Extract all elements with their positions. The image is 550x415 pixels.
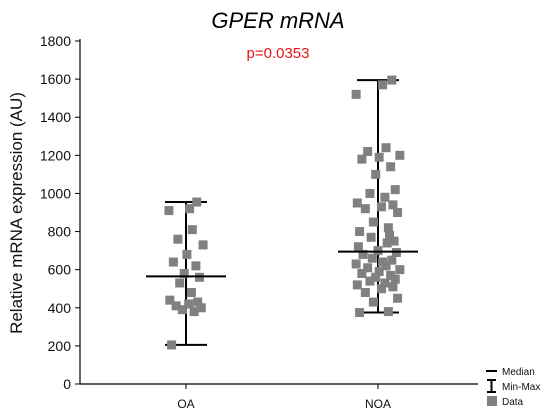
data-point — [390, 274, 400, 284]
y-tick-label: 600 — [48, 262, 72, 278]
data-point — [374, 152, 384, 162]
data-point — [165, 295, 175, 305]
y-tick-label: 800 — [48, 224, 72, 240]
data-point — [382, 238, 392, 248]
data-point — [355, 227, 365, 237]
data-point — [388, 200, 398, 210]
data-point — [380, 192, 390, 202]
chart-title: GPER mRNA — [211, 8, 344, 33]
data-point — [184, 299, 194, 309]
y-tick-label: 1800 — [40, 33, 71, 49]
data-point — [352, 280, 362, 290]
data-point — [177, 305, 187, 315]
data-point — [386, 162, 396, 172]
data-point — [365, 188, 375, 198]
data-point — [360, 288, 370, 298]
data-point — [387, 75, 397, 85]
data-point — [385, 230, 394, 240]
data-point — [171, 301, 181, 311]
data-point — [383, 307, 393, 317]
data-point — [164, 206, 174, 216]
data-point — [192, 197, 202, 207]
data-point — [175, 278, 185, 288]
y-tick-label: 1000 — [40, 185, 71, 201]
data-point — [365, 276, 375, 286]
data-point — [360, 204, 370, 214]
data-point — [352, 198, 362, 208]
data-point — [387, 255, 397, 265]
data-point — [179, 268, 189, 278]
data-point — [186, 288, 196, 298]
data-point — [358, 249, 368, 259]
data-point — [367, 253, 377, 263]
data-point — [380, 278, 390, 288]
data-point — [368, 217, 378, 227]
data-point — [167, 340, 177, 350]
data-point — [363, 147, 373, 157]
legend-label: Min-Max — [502, 382, 540, 393]
data-point — [173, 234, 183, 244]
data-point — [374, 267, 384, 277]
data-point — [351, 89, 361, 99]
x-tick-label: NOA — [365, 397, 391, 411]
y-tick-label: 1600 — [40, 71, 71, 87]
data-point — [393, 208, 403, 217]
data-point — [395, 265, 405, 275]
y-tick-label: 0 — [63, 376, 71, 392]
data-point — [187, 225, 197, 235]
data-point — [191, 261, 201, 271]
data-point — [357, 154, 367, 164]
y-tick-label: 1200 — [40, 147, 71, 163]
data-point — [381, 143, 391, 153]
data-point — [371, 272, 381, 282]
x-tick-label: OA — [177, 397, 194, 411]
data-point — [378, 80, 388, 90]
legend-label: Data — [502, 397, 524, 408]
data-point — [168, 257, 178, 267]
data-point — [383, 223, 393, 233]
data-point — [196, 303, 206, 313]
data-point — [371, 169, 381, 179]
data-point — [193, 297, 203, 307]
data-point — [366, 232, 376, 242]
data-point — [351, 259, 361, 269]
data-point — [185, 204, 195, 214]
y-axis-label: Relative mRNA expression (AU) — [7, 92, 26, 334]
data-point — [390, 185, 400, 195]
data-point — [198, 240, 208, 250]
y-tick-label: 200 — [48, 338, 72, 354]
data-point — [368, 297, 378, 307]
data-point — [395, 150, 405, 160]
legend-data-marker — [487, 396, 497, 406]
data-point — [393, 293, 403, 303]
data-point — [357, 268, 367, 278]
data-point — [388, 282, 398, 292]
data-point — [363, 263, 373, 273]
data-point — [355, 308, 365, 318]
data-point — [376, 202, 386, 212]
data-point — [378, 257, 388, 267]
legend-label: Median — [502, 367, 535, 378]
p-value-annotation: p=0.0353 — [247, 45, 310, 62]
data-point — [353, 242, 363, 252]
data-point — [389, 236, 399, 246]
y-tick-label: 400 — [48, 300, 72, 316]
data-point — [386, 270, 396, 280]
data-point — [189, 307, 199, 317]
y-tick-label: 1400 — [40, 109, 71, 125]
data-point — [182, 249, 192, 259]
data-point — [376, 284, 386, 294]
